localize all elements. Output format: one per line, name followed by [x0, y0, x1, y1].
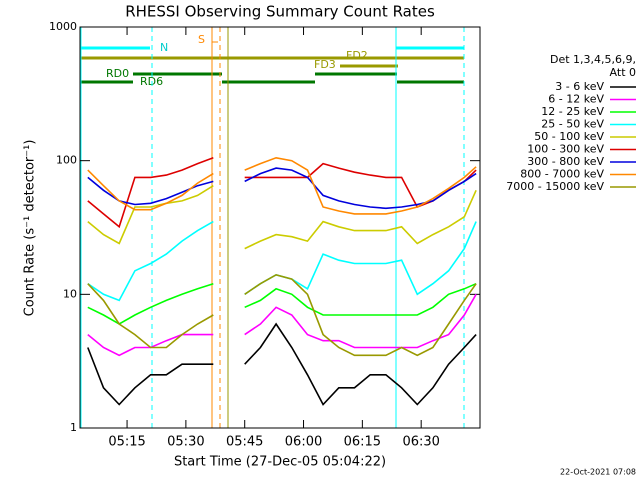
- x-tick-label: 05:45: [226, 435, 263, 450]
- x-tick-label: 06:00: [285, 435, 322, 450]
- legend-label: 3 - 6 keV: [555, 80, 604, 93]
- legend-label: 6 - 12 keV: [548, 93, 604, 106]
- legend-label: 7000 - 15000 keV: [506, 180, 604, 193]
- legend-title: Att 0: [610, 66, 636, 79]
- legend-label: 800 - 7000 keV: [520, 168, 604, 181]
- legend-label: 12 - 25 keV: [541, 105, 604, 118]
- series-line: [87, 322, 477, 406]
- y-axis-label: Count Rate (s⁻¹ detector⁻¹): [23, 140, 38, 317]
- event-lines: [80, 27, 465, 428]
- x-tick-label: 06:15: [344, 435, 381, 450]
- legend-label: 300 - 800 keV: [527, 155, 604, 168]
- legend-label: 100 - 300 keV: [527, 143, 604, 156]
- x-axis-label: Start Time (27-Dec-05 05:04:22): [174, 455, 386, 470]
- x-tick-label: 05:15: [108, 435, 145, 450]
- footer-date: 22-Oct-2021 07:08: [560, 468, 636, 477]
- plot-frame: [79, 26, 481, 429]
- series-line: [87, 185, 477, 250]
- chart-title: RHESSI Observing Summary Count Rates: [125, 3, 435, 21]
- legend-label: 50 - 100 keV: [534, 130, 604, 143]
- y-tick-label: 1000: [49, 20, 77, 33]
- state-bars: [81, 36, 464, 84]
- series-line: [87, 156, 477, 215]
- legend-title: Det 1,3,4,5,6,9,: [550, 53, 636, 66]
- y-tick-label: 1: [70, 421, 77, 434]
- annotation: FD2: [346, 49, 368, 62]
- x-tick-label: 06:30: [402, 435, 439, 450]
- annotation: S: [198, 33, 205, 46]
- annotation: N: [160, 41, 168, 54]
- series-line: [87, 273, 477, 357]
- annotation: FD3: [314, 58, 336, 71]
- annotation: RD0: [106, 67, 129, 80]
- y-tick-label: 100: [56, 154, 77, 167]
- y-tick-label: 10: [63, 287, 77, 300]
- x-tick-label: 05:30: [167, 435, 204, 450]
- legend-label: 25 - 50 keV: [541, 118, 604, 131]
- series-line: [87, 282, 477, 325]
